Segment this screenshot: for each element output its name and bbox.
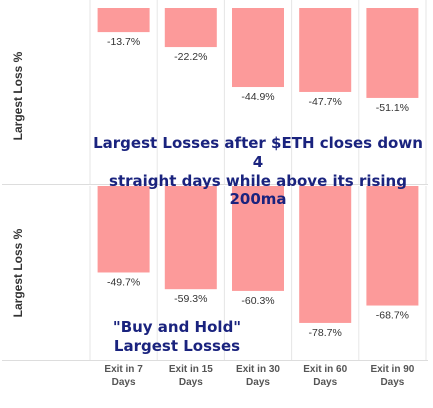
bar-value-label: -60.3%	[241, 295, 274, 307]
bar-value-label: -59.3%	[174, 293, 207, 305]
x-tick-label: Days	[313, 377, 337, 388]
x-tick-label: Days	[179, 377, 203, 388]
bar-value-label: -49.7%	[107, 276, 140, 288]
bar	[232, 186, 284, 291]
bar	[97, 8, 150, 33]
bar-value-label: -68.7%	[376, 310, 409, 322]
y-axis-label: Largest Loss %	[11, 228, 25, 317]
bar	[366, 8, 419, 98]
bar	[164, 8, 217, 48]
bar-value-label: -13.7%	[107, 36, 140, 48]
bottom-title-line-2: Largest Losses	[113, 336, 241, 355]
x-tick-label: Exit in 90	[370, 364, 414, 375]
x-tick-label: Exit in 60	[303, 364, 347, 375]
top-title-line-2: straight days while above its rising 200…	[109, 171, 407, 209]
x-tick-label: Exit in 7	[104, 364, 143, 375]
top-title-line-1: Largest Losses after $ETH closes down 4	[93, 134, 423, 171]
bar	[366, 186, 419, 306]
x-tick-label: Exit in 30	[236, 364, 280, 375]
y-axis-label: Largest Loss %	[11, 51, 25, 140]
x-tick-label: Days	[112, 377, 136, 388]
x-tick-label: Days	[380, 377, 404, 388]
bar-value-label: -78.7%	[309, 327, 342, 339]
top-chart-title: Largest Losses after $ETH closes down 4 …	[92, 134, 424, 209]
bottom-title-line-1: "Buy and Hold"	[112, 318, 242, 336]
bottom-chart-title: "Buy and Hold" Largest Losses	[94, 318, 260, 356]
bar	[164, 186, 217, 290]
bar	[299, 186, 352, 323]
bar	[97, 186, 150, 273]
bar-value-label: -51.1%	[376, 102, 409, 114]
bar	[299, 8, 352, 92]
x-tick-label: Exit in 15	[169, 364, 213, 375]
bar-value-label: -22.2%	[174, 51, 207, 63]
bar-value-label: -47.7%	[309, 96, 342, 108]
x-tick-label: Days	[246, 377, 270, 388]
bar-value-label: -44.9%	[241, 91, 274, 103]
bar	[232, 8, 284, 88]
